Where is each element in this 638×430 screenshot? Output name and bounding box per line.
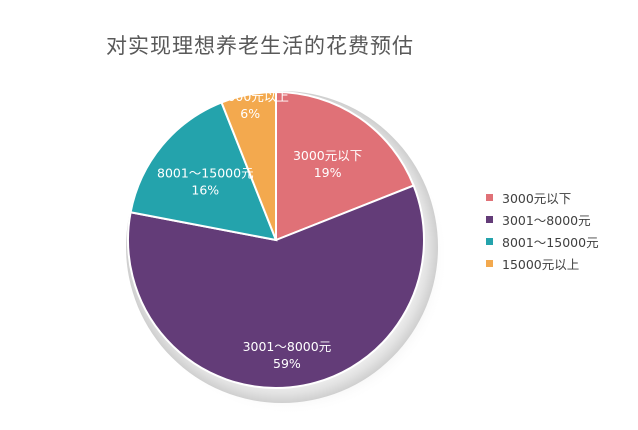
legend-swatch [486,215,493,223]
legend-item: 3001～8000元 [486,208,599,230]
pie-slice-3 [129,101,278,242]
legend-swatch [486,193,493,201]
slice-category-label: 3000元以下 [293,148,362,163]
slice-value-label: 19% [314,165,342,180]
chart-legend: 3000元以下 3001～8000元 8001～15000元 15000元以上 [486,186,599,274]
pie-slice-2 [127,184,425,389]
slice-value-label: 6% [240,106,260,121]
pie-slices [127,90,425,389]
legend-label: 15000元以上 [502,256,580,272]
slice-category-label: 15000元以上 [212,89,289,104]
legend-label: 3001～8000元 [502,212,591,228]
legend-swatch [486,237,493,245]
pie-slice-4 [220,90,277,241]
slice-category-label: 8001～15000元 [157,166,254,181]
pie-labels: 3000元以下 19% 3001～8000元 59% 8001～15000元 16% 150… [157,89,362,371]
legend-item: 3000元以下 [486,186,599,208]
slice-category-label: 3001～8000元 [243,339,332,354]
legend-item: 15000元以上 [486,252,599,274]
chart-title: 对实现理想养老生活的花费预估 [106,34,414,58]
legend-label: 8001～15000元 [502,234,599,250]
legend-item: 8001～15000元 [486,230,599,252]
pie-slice-1 [275,90,415,242]
slice-value-label: 59% [273,356,301,371]
legend-label: 3000元以下 [502,190,572,206]
legend-swatch [486,259,493,267]
slice-value-label: 16% [191,183,219,198]
